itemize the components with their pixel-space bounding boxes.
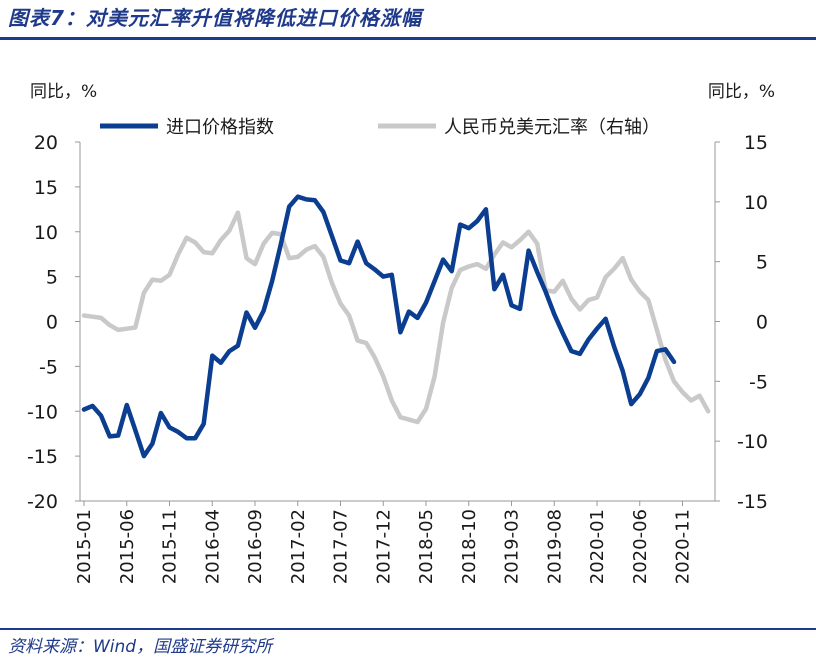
chart-title: 图表7：对美元汇率升值将降低进口价格涨幅 (8, 6, 422, 30)
x-tick-label: 2020-11 (673, 509, 694, 584)
left-axis-unit: 同比，% (30, 82, 97, 102)
source-note: 资料来源：Wind，国盛证券研究所 (8, 637, 273, 657)
right-axis-ticks: 15 10 5 0 -5 -10 -15 (715, 132, 768, 513)
right-tick-label: -5 (749, 371, 768, 393)
legend-label-fx-rate: 人民币兑美元汇率（右轴） (444, 117, 660, 138)
x-tick-label: 2017-02 (288, 509, 309, 584)
x-axis-ticks: 2015-01 2015-06 2015-11 2016-04 2016-09 2017-… (74, 501, 694, 584)
x-tick-label: 2017-07 (331, 509, 352, 584)
left-tick-label: 15 (34, 177, 58, 199)
right-axis: 15 10 5 0 -5 -10 -15 (714, 132, 768, 513)
left-tick-label: 10 (34, 222, 58, 244)
x-tick-label: 2019-08 (544, 509, 565, 584)
x-tick-label: 2018-10 (459, 509, 480, 584)
left-tick-label: 20 (34, 132, 58, 154)
line-chart: 同比，% 同比，% 进口价格指数 人民币兑美元汇率（右轴） 20 15 10 5 0 -5… (27, 82, 775, 584)
series-line-fx-rate (81, 210, 711, 425)
title-divider (0, 37, 816, 40)
right-tick-label: -15 (737, 491, 768, 513)
x-tick-label: 2016-09 (245, 509, 266, 584)
left-tick-label: -20 (27, 491, 58, 513)
right-tick-label: -10 (737, 431, 768, 453)
right-tick-label: 15 (744, 132, 768, 154)
left-tick-label: -5 (39, 356, 58, 378)
series-line-import-price (81, 194, 677, 459)
x-tick-label: 2017-12 (373, 509, 394, 584)
x-axis: 2015-01 2015-06 2015-11 2016-04 2016-09 2017-… (74, 500, 715, 584)
x-tick-label: 2020-06 (630, 509, 651, 584)
left-axis: 20 15 10 5 0 -5 -10 -15 -20 (27, 132, 81, 513)
left-axis-ticks: 20 15 10 5 0 -5 -10 -15 -20 (27, 132, 80, 513)
x-tick-label: 2015-01 (74, 509, 95, 584)
legend-label-import-price: 进口价格指数 (166, 117, 274, 138)
right-axis-unit: 同比，% (708, 82, 775, 102)
x-tick-label: 2018-05 (416, 509, 437, 584)
right-tick-label: 0 (756, 312, 768, 334)
right-tick-label: 10 (744, 192, 768, 214)
x-tick-label: 2015-06 (117, 509, 138, 584)
footer-divider (0, 628, 816, 630)
left-tick-label: 5 (46, 267, 58, 289)
x-tick-label: 2019-03 (502, 509, 523, 584)
x-tick-label: 2020-01 (587, 509, 608, 584)
left-tick-label: 0 (46, 312, 58, 334)
x-tick-label: 2015-11 (160, 509, 181, 584)
x-tick-label: 2016-04 (202, 509, 223, 584)
left-tick-label: -10 (27, 401, 58, 423)
legend: 进口价格指数 人民币兑美元汇率（右轴） (100, 117, 660, 138)
right-tick-label: 5 (756, 252, 768, 274)
left-tick-label: -15 (27, 446, 58, 468)
